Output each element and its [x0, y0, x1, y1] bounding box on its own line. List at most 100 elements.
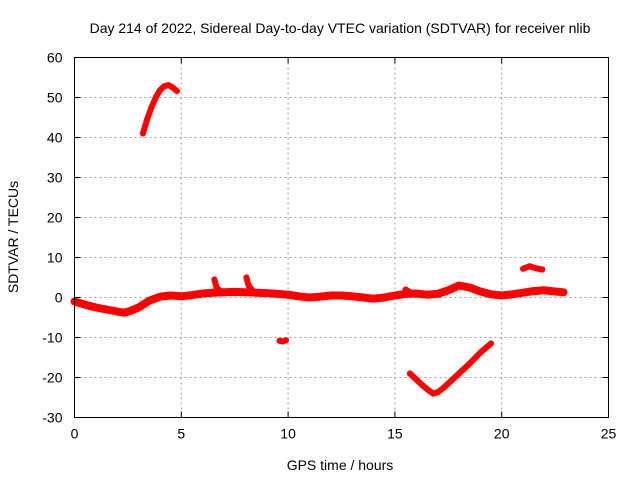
data-point [520, 265, 527, 272]
data-point [169, 84, 176, 91]
y-tick-label: -20 [42, 370, 62, 386]
data-point [541, 287, 548, 294]
data-point [477, 349, 484, 356]
plot-frame [74, 57, 609, 418]
y-tick-label: 20 [47, 210, 63, 226]
data-point [327, 292, 334, 299]
grid [74, 57, 609, 418]
data-point [243, 274, 250, 281]
chart-title: Day 214 of 2022, Sidereal Day-to-day VTE… [90, 20, 591, 36]
data-point [148, 104, 155, 111]
data-point [263, 290, 270, 297]
data-point [167, 292, 174, 299]
data-point [231, 288, 238, 295]
data-point [530, 288, 537, 295]
data-point [156, 293, 163, 300]
data-point [488, 340, 494, 347]
y-tick-label: -30 [42, 410, 62, 426]
data-point [283, 337, 289, 344]
x-tick-label: 20 [494, 426, 510, 442]
y-tick-label: -10 [42, 330, 62, 346]
data-point [456, 282, 462, 289]
data-point [456, 370, 462, 377]
data-point [423, 291, 430, 298]
data-point [135, 304, 142, 311]
data-point [441, 384, 447, 391]
data-point [189, 292, 195, 299]
x-tick-label: 5 [177, 426, 185, 442]
data-point [359, 294, 366, 301]
data-point [413, 291, 420, 298]
data-point [317, 293, 324, 300]
x-axis-label: GPS time / hours [287, 457, 394, 473]
data-point [407, 289, 414, 296]
data-point [434, 290, 441, 297]
y-tick-label: 10 [47, 250, 63, 266]
data-point [127, 308, 133, 315]
data-point [144, 116, 151, 123]
y-tick-label: 30 [47, 170, 63, 186]
data-point [82, 301, 89, 308]
data-point [391, 292, 398, 299]
data-point [381, 294, 388, 301]
data-point [477, 288, 484, 295]
data-point [349, 293, 356, 300]
data-point [520, 289, 527, 296]
data-point [248, 286, 255, 293]
data-point [526, 263, 533, 270]
data-point [285, 291, 292, 298]
data-point [210, 289, 217, 296]
data-point [245, 282, 252, 289]
data-point [402, 286, 409, 293]
data-point [552, 288, 559, 295]
data-point [445, 287, 452, 294]
data-point [560, 289, 567, 296]
x-tick-label: 15 [387, 426, 403, 442]
data-point [174, 88, 180, 95]
data-point [434, 389, 441, 396]
data-point [152, 94, 159, 101]
data-point [114, 308, 121, 315]
data-point [211, 276, 218, 283]
data-point [306, 294, 313, 301]
data-point [253, 289, 260, 296]
x-tick-label: 0 [71, 426, 79, 442]
data-point [199, 290, 206, 297]
data-point [466, 360, 473, 367]
data-point [532, 265, 539, 272]
data-point [178, 293, 185, 300]
axes: 0 5 10 15 20 25 -30 -20 -10 0 10 20 30 40 50 60 [42, 50, 616, 442]
y-tick-label: 60 [47, 50, 63, 66]
data-point [419, 382, 426, 389]
y-axis-label: SDTVAR / TECUs [5, 181, 21, 293]
data-point [242, 289, 249, 296]
y-tick-label: 0 [55, 290, 63, 306]
data-point [92, 304, 99, 311]
data-point [103, 306, 110, 313]
series-blip-21 [520, 263, 546, 273]
data-point [498, 292, 505, 299]
data-point [509, 291, 516, 298]
plot-area [70, 82, 568, 397]
data-point [488, 291, 494, 298]
data-point [447, 378, 454, 385]
data-point [274, 290, 281, 297]
data-point [146, 297, 153, 304]
data-point [370, 295, 377, 302]
data-point [216, 287, 223, 294]
y-tick-label: 50 [47, 90, 63, 106]
data-point [338, 292, 345, 299]
data-point [295, 293, 302, 300]
data-point [539, 266, 546, 273]
x-tick-label: 10 [280, 426, 296, 442]
data-point [466, 284, 473, 291]
data-point [120, 309, 127, 316]
y-tick-label: 40 [47, 130, 63, 146]
x-tick-label: 25 [601, 426, 617, 442]
data-point [139, 130, 146, 137]
data-point [406, 370, 413, 377]
data-point [156, 87, 163, 94]
data-point [413, 376, 420, 383]
